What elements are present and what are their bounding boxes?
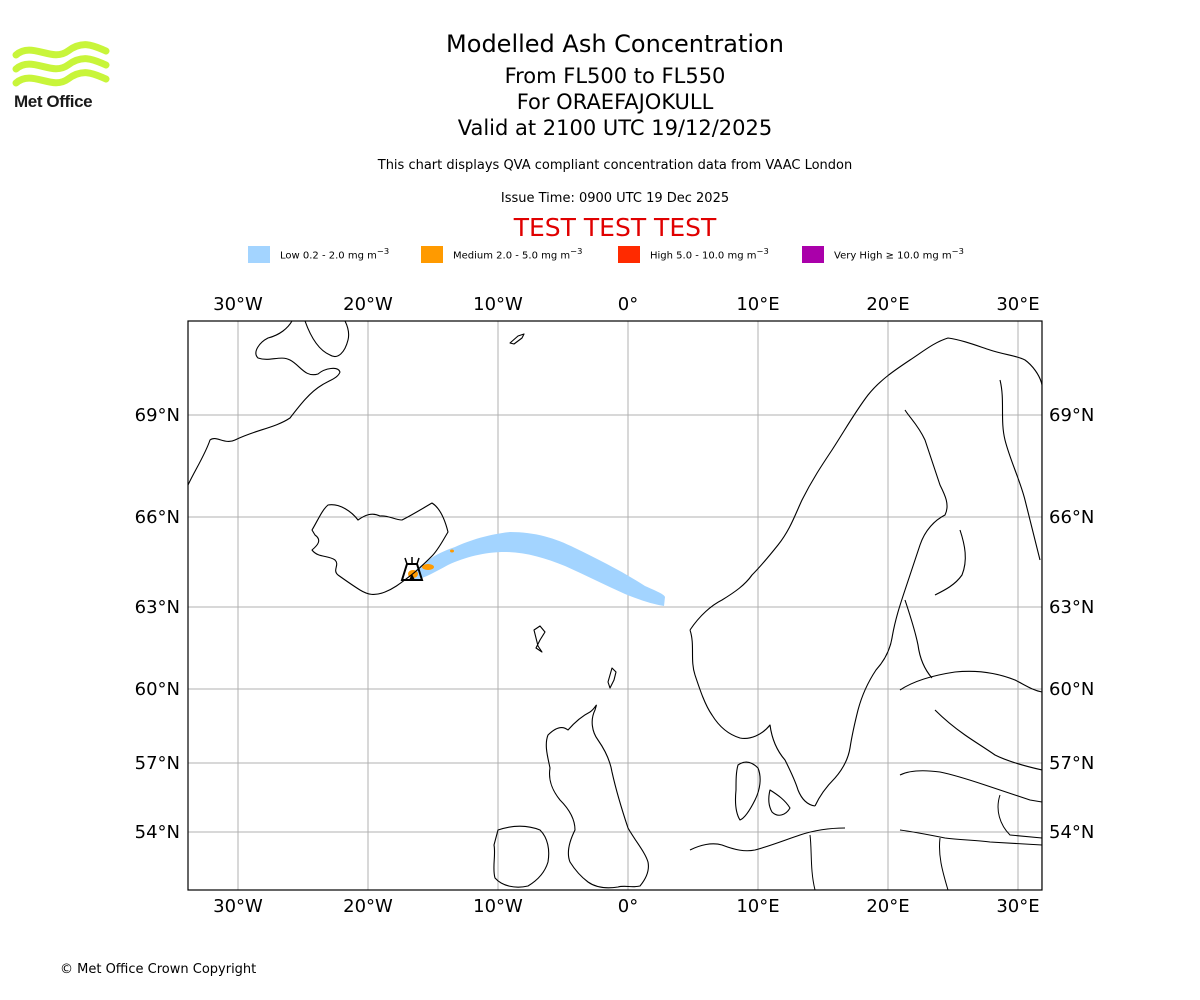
legend-swatch-very-high bbox=[802, 245, 824, 263]
coastline-great-britain bbox=[545, 704, 649, 889]
lon-tick-label-bottom: 10°E bbox=[736, 896, 779, 917]
coastline-ireland bbox=[493, 825, 550, 888]
volcano-icon bbox=[400, 557, 424, 581]
lon-tick-label-top: 20°W bbox=[343, 294, 393, 315]
legend-label-medium: Medium 2.0 - 5.0 mg m−3 bbox=[453, 246, 583, 262]
chart-title: Modelled Ash Concentration bbox=[446, 30, 784, 58]
legend-swatch-medium bbox=[421, 245, 443, 263]
gridlines bbox=[188, 321, 1042, 890]
lat-tick-label-right: 66°N bbox=[1049, 507, 1094, 528]
lon-tick-label-bottom: 0° bbox=[618, 896, 638, 917]
lon-tick-label-top: 30°E bbox=[996, 294, 1039, 315]
lon-tick-label-top: 10°E bbox=[736, 294, 779, 315]
chart-subtitle: This chart displays QVA compliant concen… bbox=[377, 158, 853, 173]
coastline-baltic bbox=[899, 770, 1042, 846]
coastlines bbox=[188, 321, 1042, 890]
map-frame bbox=[187, 320, 1043, 891]
lat-tick-label-right: 60°N bbox=[1049, 679, 1094, 700]
coastline-greenland bbox=[188, 321, 341, 486]
lon-tick-labels-bottom: 30°W 20°W 10°W 0° 10°E 20°E 30°E bbox=[213, 896, 1039, 917]
lon-tick-label-top: 20°E bbox=[866, 294, 909, 315]
lon-tick-label-bottom: 10°W bbox=[473, 896, 523, 917]
legend-label-very-high: Very High ≥ 10.0 mg m−3 bbox=[834, 246, 964, 262]
copyright: © Met Office Crown Copyright bbox=[60, 962, 257, 977]
ash-plume-low bbox=[412, 532, 665, 606]
coastline-iceland bbox=[311, 502, 449, 595]
lat-tick-label-left: 54°N bbox=[135, 822, 180, 843]
lat-tick-labels-left: 69°N 66°N 63°N 60°N 57°N 54°N bbox=[135, 405, 180, 843]
legend-item-high: High 5.0 - 10.0 mg m−3 bbox=[618, 244, 769, 264]
lon-tick-label-top: 10°W bbox=[473, 294, 523, 315]
lat-tick-label-right: 54°N bbox=[1049, 822, 1094, 843]
legend-label-low: Low 0.2 - 2.0 mg m−3 bbox=[280, 246, 390, 262]
coastline-jan-mayen bbox=[509, 333, 525, 345]
lat-tick-label-right: 63°N bbox=[1049, 597, 1094, 618]
lat-tick-label-right: 57°N bbox=[1049, 753, 1094, 774]
lat-tick-label-left: 60°N bbox=[135, 679, 180, 700]
volcano-name: For ORAEFAJOKULL bbox=[516, 90, 714, 114]
lon-tick-label-bottom: 30°W bbox=[213, 896, 263, 917]
flight-levels: From FL500 to FL550 bbox=[504, 64, 726, 88]
coastline-denmark bbox=[734, 761, 761, 821]
lat-tick-labels-right: 69°N 66°N 63°N 60°N 57°N 54°N bbox=[1049, 405, 1094, 843]
lat-tick-label-left: 69°N bbox=[135, 405, 180, 426]
legend-item-very-high: Very High ≥ 10.0 mg m−3 bbox=[802, 244, 964, 264]
legend-item-low: Low 0.2 - 2.0 mg m−3 bbox=[248, 244, 389, 264]
logo-text: Met Office bbox=[14, 92, 93, 111]
met-office-logo-icon bbox=[12, 41, 110, 87]
legend-item-medium: Medium 2.0 - 5.0 mg m−3 bbox=[421, 244, 582, 264]
lon-tick-label-top: 0° bbox=[618, 294, 638, 315]
coastline-scandinavia bbox=[689, 337, 1042, 890]
valid-time: Valid at 2100 UTC 19/12/2025 bbox=[457, 116, 773, 140]
lon-tick-label-bottom: 30°E bbox=[996, 896, 1039, 917]
issue-time: Issue Time: 0900 UTC 19 Dec 2025 bbox=[500, 191, 730, 206]
lat-tick-label-right: 69°N bbox=[1049, 405, 1094, 426]
test-banner: TEST TEST TEST bbox=[513, 213, 717, 242]
lon-tick-labels-top: 30°W 20°W 10°W 0° 10°E 20°E 30°E bbox=[213, 294, 1039, 315]
lon-tick-label-bottom: 20°E bbox=[866, 896, 909, 917]
legend-swatch-low bbox=[248, 245, 270, 263]
lat-tick-label-left: 63°N bbox=[135, 597, 180, 618]
lat-tick-label-left: 66°N bbox=[135, 507, 180, 528]
lon-tick-label-bottom: 20°W bbox=[343, 896, 393, 917]
lat-tick-label-left: 57°N bbox=[135, 753, 180, 774]
coastline-faroe bbox=[533, 625, 546, 653]
legend-swatch-high bbox=[618, 245, 640, 263]
lon-tick-label-top: 30°W bbox=[213, 294, 263, 315]
map-content bbox=[188, 321, 1042, 890]
legend-label-high: High 5.0 - 10.0 mg m−3 bbox=[650, 246, 769, 262]
